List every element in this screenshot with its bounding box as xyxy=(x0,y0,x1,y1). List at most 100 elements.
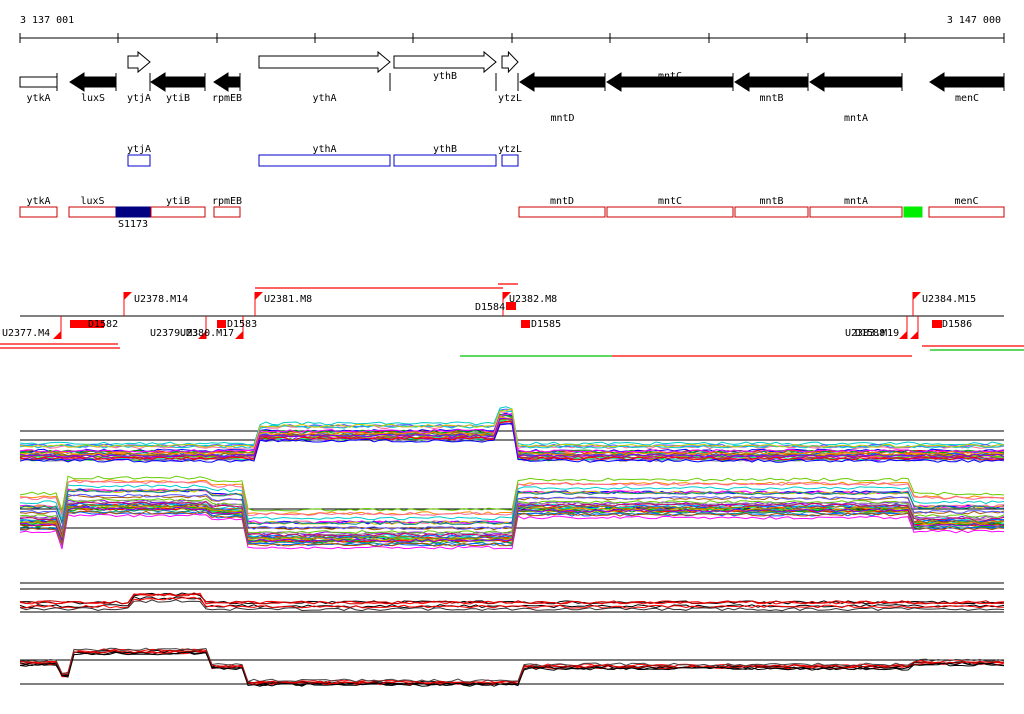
plus-label-ythB: ythB xyxy=(433,144,457,155)
segment-block xyxy=(506,302,516,310)
plus-box-ythA xyxy=(258,154,391,167)
gene-ytiB-arrow xyxy=(150,72,206,92)
segment-flag-head xyxy=(198,331,206,339)
plus-label-ytzL: ytzL xyxy=(498,144,522,155)
segment-flag-head xyxy=(899,331,907,339)
expression-profile-line xyxy=(20,511,1005,548)
expression-profile-panel-top xyxy=(19,406,1005,550)
segment-block xyxy=(932,320,942,328)
expression-profile-line xyxy=(19,503,1005,540)
segment-label: D1585 xyxy=(531,319,561,330)
expression-profile-line xyxy=(20,506,1005,543)
gene-mntD-label: mntD xyxy=(550,113,574,124)
segment-flag-head xyxy=(235,331,243,339)
gene-ytiB-label: ytiB xyxy=(166,93,190,104)
segment-label: D1582 xyxy=(88,319,118,330)
segment-label: D1586 xyxy=(942,319,972,330)
gene-ytzL-arrow xyxy=(501,50,519,74)
minus-box-menC xyxy=(928,206,1005,218)
gene-luxS-arrow xyxy=(69,72,117,92)
expression-profile-line xyxy=(19,417,1005,458)
segment-label: U2380.M17 xyxy=(180,328,234,339)
gene-ytjA-arrow xyxy=(127,50,151,74)
expression-profile-panel-bottom xyxy=(19,582,1005,687)
gene-mntC-label: mntC xyxy=(658,71,682,82)
minus-label-menC: menC xyxy=(954,196,978,207)
gene-mntA-label: mntA xyxy=(844,113,868,124)
segment-label: U2378.M14 xyxy=(134,294,188,305)
gene-ytzL-label: ytzL xyxy=(498,93,522,104)
gene-ytkA: ytkA xyxy=(19,73,58,104)
gene-ythB-label: ythB xyxy=(433,71,457,82)
plus-box-ytjA xyxy=(127,154,151,167)
gene-arrow-track: ytkA luxS ytjA ytiB rpmEB ythA ythB ytzL mntD mnt… xyxy=(19,50,1005,124)
plus-label-ythA: ythA xyxy=(312,144,336,155)
gene-ythA-arrow xyxy=(258,50,391,74)
segment-label: U2381.M8 xyxy=(264,294,312,305)
minus-label-mntB: mntB xyxy=(759,196,783,207)
segment-label: U2384.M15 xyxy=(922,294,976,305)
expression-profile-line xyxy=(19,408,1005,448)
gene-menC-arrow xyxy=(929,72,1005,92)
minus-box-ytkA xyxy=(19,206,58,218)
plus-label-ytjA: ytjA xyxy=(127,144,151,155)
expression-profile-line xyxy=(19,592,1005,605)
segment-block xyxy=(86,320,104,328)
expression-profile-line xyxy=(19,651,1005,687)
gene-ytkA-label: ytkA xyxy=(26,93,50,104)
plus-box-ytzL xyxy=(501,154,519,167)
expression-profile-line xyxy=(19,599,1005,612)
segment-label: U2382.M8 xyxy=(509,294,557,305)
expression-profile-line xyxy=(19,479,1005,518)
expression-profile-line xyxy=(19,510,1005,547)
gene-ythB-arrow xyxy=(393,50,497,74)
gene-ytjA: ytjA xyxy=(127,50,151,104)
gene-mntC: mntC xyxy=(606,71,734,92)
gene-ythA-label: ythA xyxy=(312,93,336,104)
gene-menC-label: menC xyxy=(955,93,979,104)
gene-ythB: ythB xyxy=(393,50,497,91)
gene-ytzL: ytzL xyxy=(498,50,522,104)
expression-profile-line xyxy=(19,423,1005,463)
expression-profile-line xyxy=(19,493,1005,530)
gene-mntB-arrow xyxy=(734,72,809,92)
segment-label: D1583 xyxy=(227,319,257,330)
minus-box-mntC xyxy=(606,206,734,218)
expression-profile-line xyxy=(19,596,1005,609)
segment-label: D1584 xyxy=(475,302,505,313)
minus-box-mntB xyxy=(734,206,809,218)
segment-flag-head xyxy=(503,292,511,300)
expression-profile-line xyxy=(19,651,1005,687)
minus-box-mntA xyxy=(809,206,903,218)
axis-ticks xyxy=(19,33,1005,43)
expression-profile-line xyxy=(19,649,1005,685)
gene-mntA-arrow xyxy=(809,72,903,92)
minus-label-mntC: mntC xyxy=(658,196,682,207)
minus-extra-feature-1 xyxy=(903,206,923,218)
segment-flag-head xyxy=(124,292,132,300)
gene-luxS: luxS xyxy=(69,72,117,104)
segment-flag-head xyxy=(910,331,918,339)
segment-label-overlap: D1588 xyxy=(855,328,885,339)
segment-label-overlap: U2383.M19 xyxy=(845,328,899,339)
expression-profile-line xyxy=(19,647,1005,683)
expression-profile-line xyxy=(19,513,1005,550)
segment-block xyxy=(217,320,226,328)
gene-mntC-arrow xyxy=(606,72,734,92)
gene-ytkA-body xyxy=(19,76,58,88)
expression-profile-line xyxy=(19,649,1005,685)
coordinate-axis: 3 137 001 3 147 000 xyxy=(19,15,1005,43)
gene-ytiB: ytiB xyxy=(150,72,206,104)
segment-label: U2379.M3 xyxy=(150,328,198,339)
minus-box-mntD xyxy=(518,206,606,218)
gene-menC: menC xyxy=(929,72,1005,104)
minus-extra-label-0: S1173 xyxy=(118,219,148,230)
minus-extra-feature-0 xyxy=(115,206,151,218)
expression-profile-line xyxy=(19,415,1005,456)
gene-mntA: mntA xyxy=(809,72,903,124)
minus-label-ytkA: ytkA xyxy=(26,196,50,207)
plus-strand-annotation-track: ytjA ythA ythB ytzL xyxy=(127,144,522,167)
expression-profile-line xyxy=(19,475,1005,513)
end-coordinate: 3 147 000 xyxy=(947,15,1001,26)
